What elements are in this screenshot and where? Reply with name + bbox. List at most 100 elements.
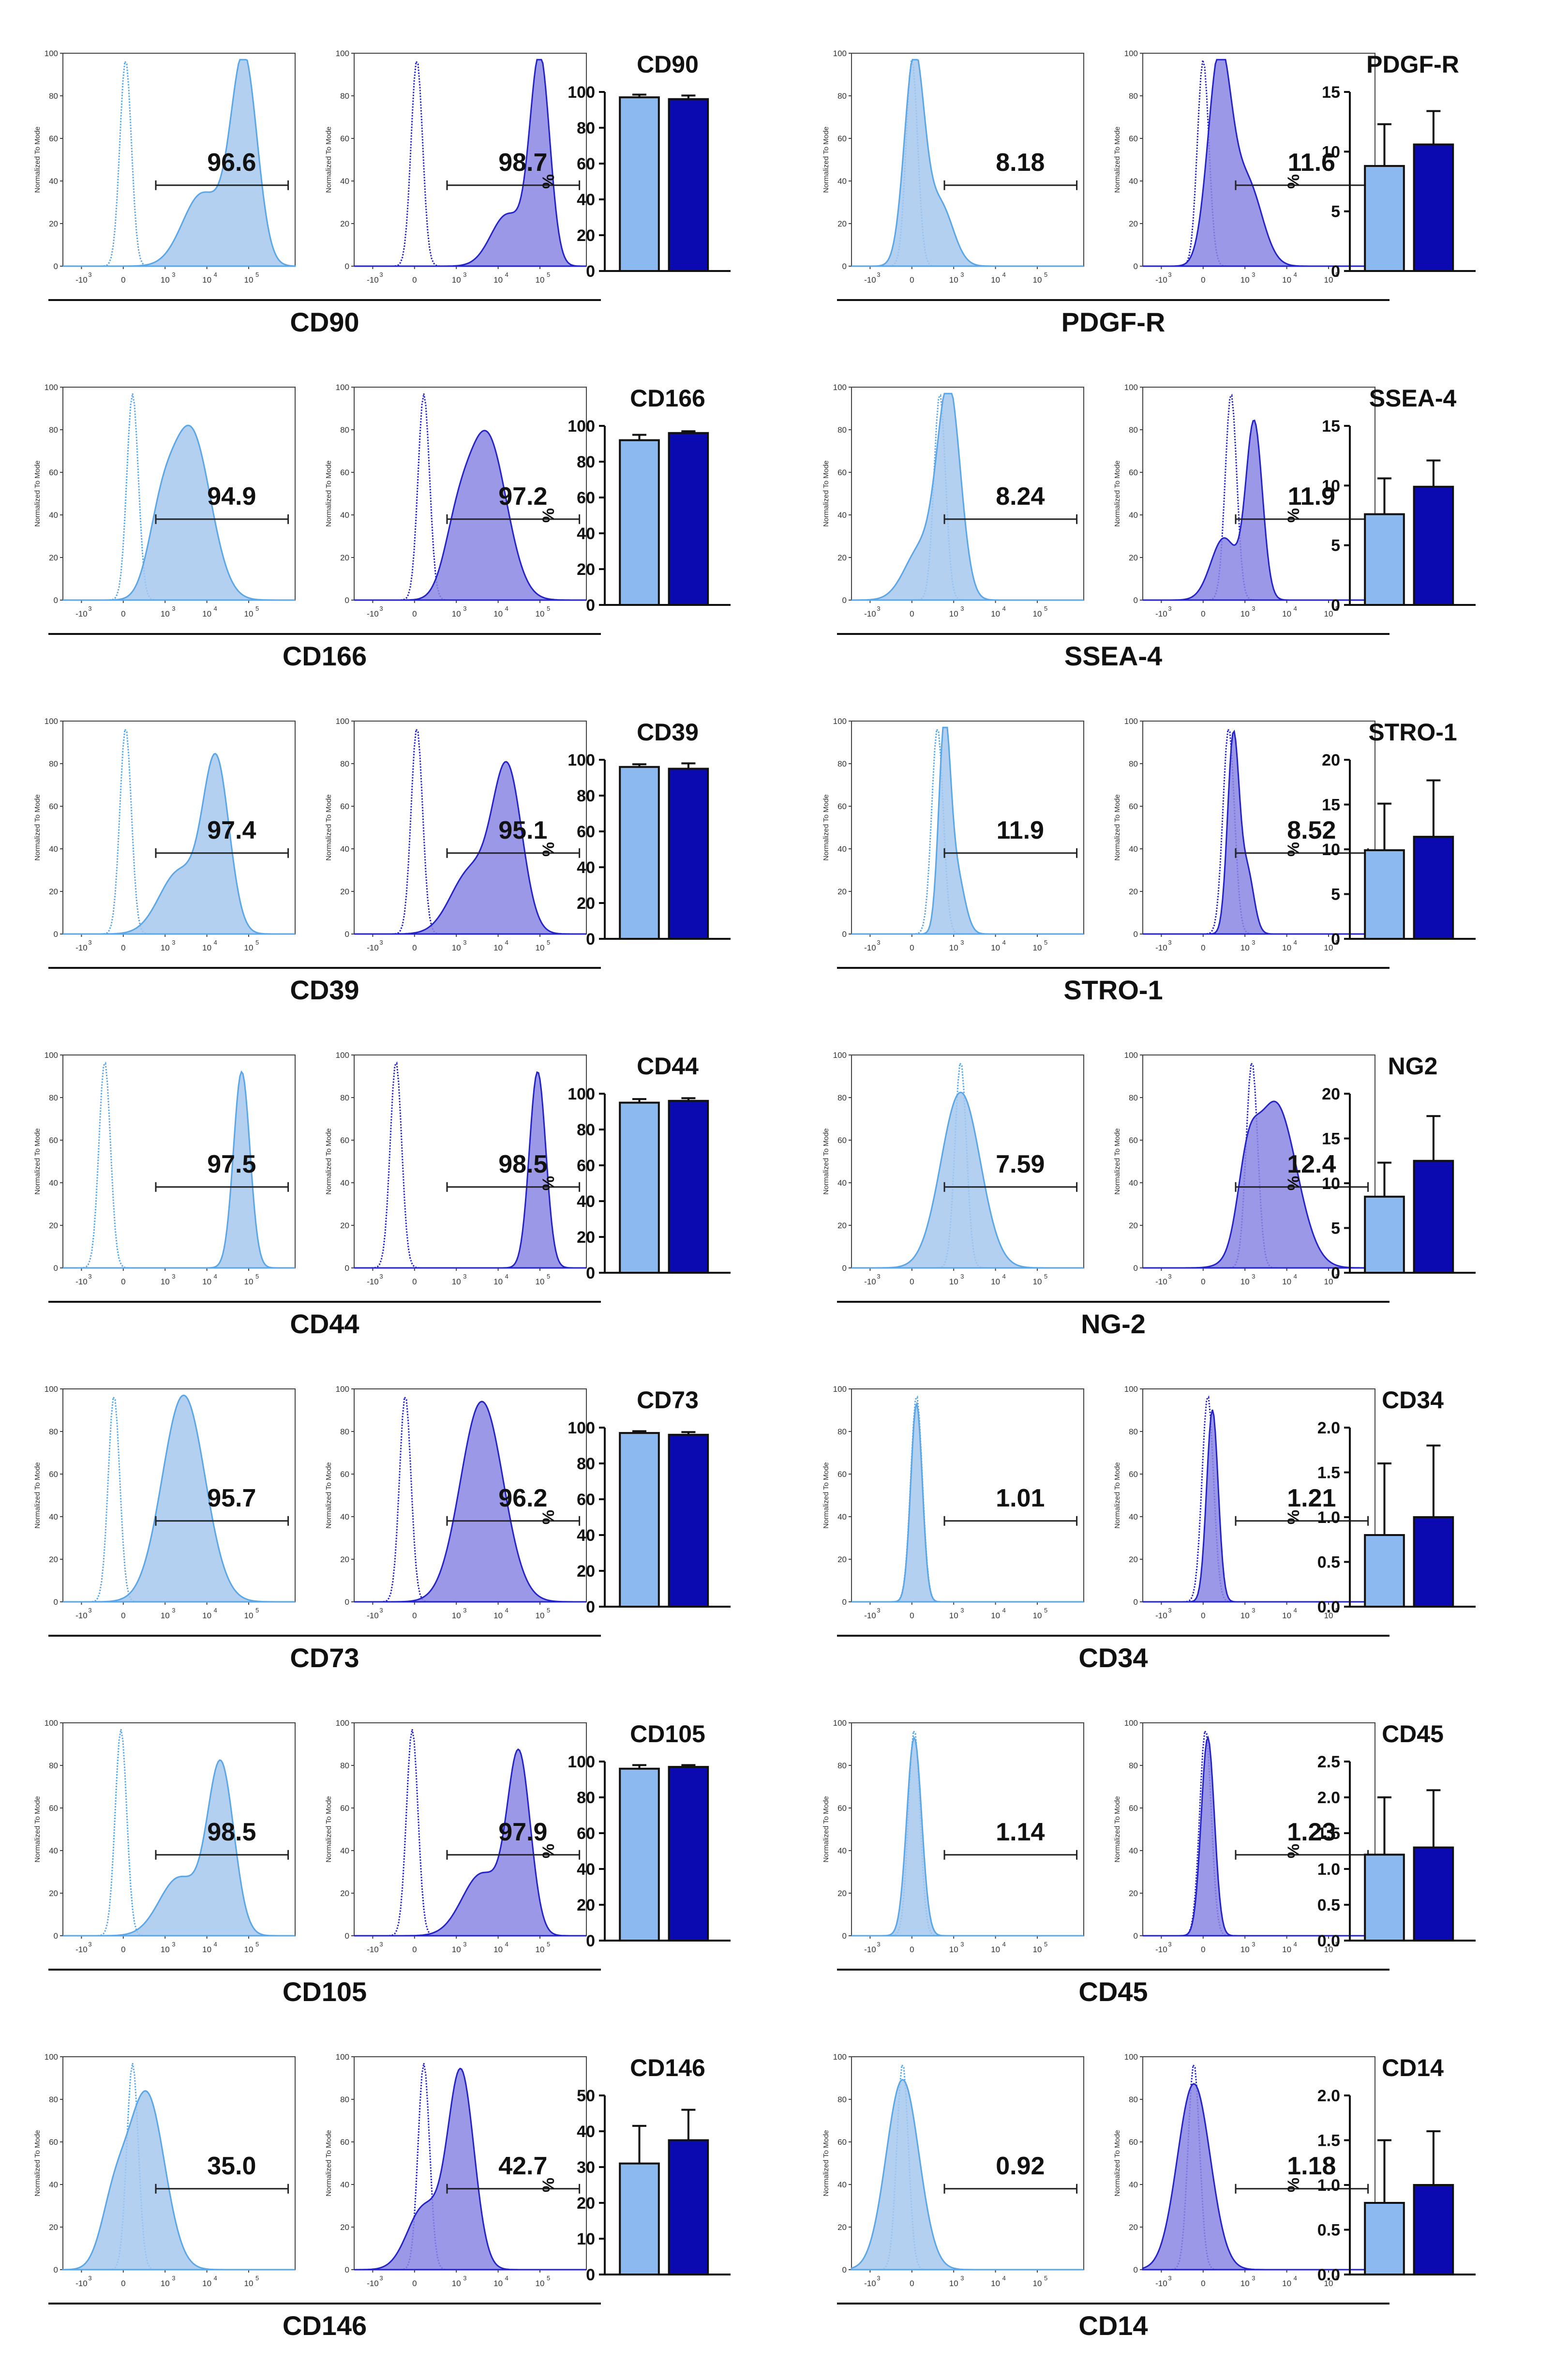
bar-ytick-label: 15 <box>1322 796 1340 814</box>
histogram-ylabel: Normalized To Mode <box>822 1462 830 1528</box>
histogram-xtick-label: 10 <box>949 943 958 952</box>
bar-ytick-label: 80 <box>577 1455 595 1473</box>
bar-ytick-label: 10 <box>1322 841 1340 859</box>
histogram-xtick-exponent: 4 <box>1002 1273 1006 1280</box>
histogram-ytick-label: 80 <box>340 425 349 435</box>
histogram-ytick-label: 0 <box>842 596 847 605</box>
histogram-ytick-label: 0 <box>1134 596 1138 605</box>
histogram-xtick-label: 10 <box>1282 609 1291 618</box>
bar-group-1 <box>1364 849 1405 940</box>
histogram-ytick-label: 100 <box>1124 383 1138 392</box>
gate-percentage: 98.5 <box>207 1818 256 1846</box>
histogram-xtick-label: 0 <box>910 1277 914 1286</box>
marker-label: NG-2 <box>1081 1309 1146 1339</box>
histogram-xtick-exponent: 3 <box>463 1607 466 1614</box>
bar-ytick-label: 10 <box>577 2230 595 2248</box>
histogram-ytick-label: 100 <box>336 383 349 392</box>
histogram-xtick-exponent: 4 <box>1002 2275 1006 2282</box>
histogram-xtick-exponent: 4 <box>1002 271 1006 278</box>
bar-ytick-label: 60 <box>577 1157 595 1175</box>
histogram-xtick-exponent: 5 <box>1044 1273 1047 1280</box>
bar-group-2 <box>1413 1160 1454 1274</box>
sample-histogram <box>1143 1735 1375 1937</box>
histogram-ytick-label: 100 <box>45 2052 58 2062</box>
histogram-xtick-exponent: 3 <box>877 939 880 946</box>
marker-label: CD105 <box>283 1976 367 2007</box>
histogram-xtick-label: 10 <box>202 2279 211 2288</box>
bar-ytick-label: 100 <box>568 1753 595 1771</box>
histogram-xtick-exponent: 4 <box>1294 939 1297 946</box>
bar-ytick-label: 40 <box>577 1192 595 1211</box>
bar-ytick-label: 60 <box>577 1824 595 1843</box>
histogram-xtick-exponent: 3 <box>1252 2275 1255 2282</box>
bar-chart-title: CD105 <box>630 1720 705 1747</box>
bar-ytick-label: 40 <box>577 859 595 877</box>
histogram-ylabel: Normalized To Mode <box>1113 1796 1121 1862</box>
sample-histogram <box>852 1091 1084 1269</box>
histogram-ylabel: Normalized To Mode <box>33 1462 42 1528</box>
bar-ytick-label: 40 <box>577 1860 595 1879</box>
histogram-ylabel: Normalized To Mode <box>822 1796 830 1862</box>
histogram-ytick-label: 20 <box>1129 553 1138 562</box>
bar-ytick-label: 0 <box>1331 930 1340 949</box>
isotype-curve <box>1143 727 1375 935</box>
histogram-ylabel: Normalized To Mode <box>325 126 333 193</box>
histogram-xtick-label: 10 <box>1324 609 1333 618</box>
histogram-xtick-label: 0 <box>910 1611 914 1620</box>
histogram-ytick-label: 80 <box>340 2095 349 2104</box>
histogram-ytick-label: 0 <box>1134 1931 1138 1941</box>
gate-percentage: 0.92 <box>996 2152 1045 2180</box>
bar-chart-title: STRO-1 <box>1368 719 1457 746</box>
bar-ytick-label: 80 <box>577 1789 595 1807</box>
bar-ytick-label: 5 <box>1331 203 1340 221</box>
histogram-xtick-exponent: 4 <box>214 939 217 946</box>
histogram-ytick-label: 80 <box>49 1761 58 1770</box>
histogram-xtick-label: 10 <box>493 1945 503 1954</box>
histogram-xtick-label: 10 <box>1033 609 1042 618</box>
histogram-xtick-label: 10 <box>536 1277 545 1286</box>
bar-group-2 <box>1413 2184 1454 2275</box>
histogram-xtick-label: 10 <box>244 1611 254 1620</box>
bar-chart-title: CD146 <box>630 2054 705 2081</box>
histogram-xtick-exponent: 3 <box>463 939 466 946</box>
bar-chart-ylabel: % <box>1285 1176 1303 1190</box>
histogram-ytick-label: 80 <box>340 1761 349 1770</box>
gate-percentage: 95.1 <box>498 816 547 844</box>
histogram-xtick-label: 10 <box>452 1277 461 1286</box>
bar-ytick-label: 1.5 <box>1317 2132 1340 2150</box>
histogram-xtick-exponent: 4 <box>1294 1273 1297 1280</box>
histogram-xtick-label: 10 <box>1033 1611 1042 1620</box>
histogram-xtick-label: -10 <box>75 275 88 285</box>
histogram-xtick-exponent: 5 <box>547 1941 550 1948</box>
histogram-xtick-exponent: 3 <box>463 2275 466 2282</box>
histogram-xtick-label: -10 <box>367 1277 379 1286</box>
marker-label: STRO-1 <box>1063 975 1163 1005</box>
bar-ytick-label: 20 <box>577 1896 595 1914</box>
marker-label: CD44 <box>290 1309 359 1339</box>
histogram-ytick-label: 60 <box>49 802 58 811</box>
histogram-xtick-label: -10 <box>75 1611 88 1620</box>
histogram-xtick-label: 10 <box>452 609 461 618</box>
histogram-xtick-label: 10 <box>452 1611 461 1620</box>
histogram-xtick-exponent: 5 <box>547 271 550 278</box>
histogram-ytick-label: 40 <box>1129 1512 1138 1521</box>
histogram-xtick-label: 10 <box>1240 609 1250 618</box>
histogram-xtick-exponent: 4 <box>505 1273 508 1280</box>
gate-percentage: 42.7 <box>498 2152 547 2180</box>
histogram-xtick-label: 10 <box>1033 943 1042 952</box>
histogram-xtick-label: 10 <box>161 2279 170 2288</box>
histogram-ytick-label: 80 <box>837 1427 847 1436</box>
histogram-xtick-exponent: 4 <box>214 2275 217 2282</box>
histogram-ytick-label: 20 <box>1129 1889 1138 1898</box>
bar-ytick-label: 60 <box>577 155 595 173</box>
histogram-ytick-label: 60 <box>1129 1136 1138 1145</box>
histogram-ylabel: Normalized To Mode <box>325 794 333 860</box>
histogram-xtick-label: -10 <box>367 2279 379 2288</box>
histogram-ytick-label: 100 <box>833 383 847 392</box>
histogram-xtick-exponent: 3 <box>1252 605 1255 612</box>
bar-chart-ylabel: % <box>539 1176 558 1190</box>
histogram-xtick-label: 10 <box>949 609 958 618</box>
